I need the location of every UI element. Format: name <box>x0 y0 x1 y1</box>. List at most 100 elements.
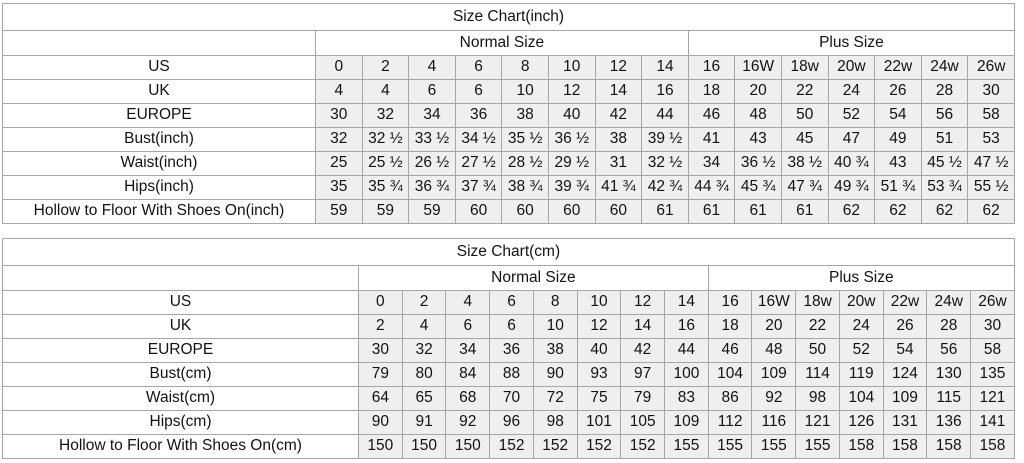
data-cell: 152 <box>620 434 666 459</box>
table-row: Hollow to Floor With Shoes On(cm) 150 150 1… <box>2 434 1015 459</box>
data-cell: 109 <box>664 410 709 435</box>
data-cell: 59 <box>408 199 456 224</box>
data-cell: 46 <box>687 103 736 128</box>
data-cell: 47 <box>827 127 876 152</box>
data-cell: 16 <box>664 314 709 339</box>
data-cell: 58 <box>967 103 1016 128</box>
data-cell: 97 <box>620 362 666 387</box>
group-header-row: Normal Size Plus Size <box>2 265 1015 291</box>
row-label: UK <box>2 314 359 339</box>
table-row: US 0 2 4 6 8 10 12 14 16 16W 18w 20w 22w 24w 26w <box>2 290 1015 315</box>
data-cell: 6 <box>489 290 534 315</box>
data-cell: 22 <box>780 79 829 104</box>
data-cell: 52 <box>827 103 876 128</box>
data-cell: 22 <box>795 314 840 339</box>
row-label: Waist(inch) <box>2 151 316 176</box>
data-cell: 60 <box>547 199 596 224</box>
inch-table-body: Size Chart(inch) Normal Size Plus Size US 0 2… <box>1 3 1016 224</box>
table-row: Bust(inch) 32 32 ½ 33 ½ 34 ½ 35 ½ 36 ½ 38 39 ½ 41… <box>2 127 1016 152</box>
data-cell: 36 ¾ <box>408 175 456 200</box>
data-cell: 30 <box>358 338 403 363</box>
data-cell: 16 <box>687 55 736 80</box>
data-cell: 124 <box>882 362 928 387</box>
data-cell: 12 <box>547 79 596 104</box>
data-cell: 0 <box>358 290 403 315</box>
data-cell: 34 <box>408 103 456 128</box>
data-cell: 26 <box>882 314 928 339</box>
data-cell: 59 <box>315 199 363 224</box>
data-cell: 56 <box>926 338 972 363</box>
cm-table-body: Size Chart(cm) Normal Size Plus Size US 0 2 4 6… <box>2 238 1015 459</box>
row-label: US <box>2 55 316 80</box>
data-cell: 130 <box>926 362 972 387</box>
data-cell: 90 <box>358 410 403 435</box>
data-cell: 24 <box>838 314 884 339</box>
data-cell: 91 <box>401 410 447 435</box>
data-cell: 31 <box>594 151 643 176</box>
data-cell: 29 ½ <box>547 151 596 176</box>
data-cell: 12 <box>620 290 666 315</box>
data-cell: 61 <box>734 199 782 224</box>
data-cell: 33 ½ <box>408 127 456 152</box>
size-chart-cm-table: Size Chart(cm) Normal Size Plus Size US 0 2 4 6… <box>2 238 1015 459</box>
data-cell: 60 <box>594 199 643 224</box>
data-cell: 16 <box>641 79 689 104</box>
data-cell: 50 <box>780 103 829 128</box>
data-cell: 45 ½ <box>920 151 969 176</box>
data-cell: 45 <box>780 127 829 152</box>
title-row: Size Chart(cm) <box>2 238 1015 266</box>
data-cell: 43 <box>734 127 782 152</box>
data-cell: 115 <box>926 386 972 411</box>
data-cell: 20 <box>751 314 797 339</box>
data-cell: 25 ½ <box>361 151 410 176</box>
data-cell: 131 <box>882 410 928 435</box>
data-cell: 64 <box>358 386 403 411</box>
data-cell: 53 ¾ <box>920 175 969 200</box>
data-cell: 35 <box>315 175 363 200</box>
data-cell: 14 <box>594 79 643 104</box>
group-header-normal-size: Normal Size <box>358 265 709 291</box>
data-cell: 16W <box>734 55 782 80</box>
data-cell: 34 <box>445 338 491 363</box>
table-row: Hollow to Floor With Shoes On(inch) 59 59 5… <box>2 199 1016 224</box>
data-cell: 98 <box>795 386 840 411</box>
data-cell: 112 <box>707 410 753 435</box>
data-cell: 75 <box>576 386 622 411</box>
data-cell: 10 <box>501 79 549 104</box>
table-row: Waist(cm) 64 65 68 70 72 75 79 83 86 92 98 104 109 115… <box>2 386 1015 411</box>
data-cell: 25 <box>315 151 363 176</box>
data-cell: 53 <box>967 127 1016 152</box>
data-cell: 26w <box>967 55 1016 80</box>
data-cell: 152 <box>532 434 578 459</box>
data-cell: 32 <box>401 338 447 363</box>
data-cell: 6 <box>454 79 503 104</box>
data-cell: 62 <box>967 199 1016 224</box>
data-cell: 92 <box>445 410 491 435</box>
data-cell: 10 <box>532 314 578 339</box>
data-cell: 12 <box>594 55 643 80</box>
data-cell: 47 ½ <box>967 151 1016 176</box>
data-cell: 155 <box>664 434 709 459</box>
data-cell: 35 ½ <box>501 127 549 152</box>
data-cell: 28 ½ <box>501 151 549 176</box>
data-cell: 8 <box>532 290 578 315</box>
data-cell: 37 ¾ <box>454 175 503 200</box>
data-cell: 38 <box>532 338 578 363</box>
data-cell: 65 <box>401 386 447 411</box>
data-cell: 24w <box>920 55 969 80</box>
data-cell: 4 <box>401 314 447 339</box>
title-row: Size Chart(inch) <box>1 3 1016 31</box>
data-cell: 121 <box>795 410 840 435</box>
data-cell: 41 <box>687 127 736 152</box>
data-cell: 10 <box>547 55 596 80</box>
group-header-plus-size: Plus Size <box>687 30 1016 56</box>
data-cell: 42 <box>594 103 643 128</box>
data-cell: 20w <box>838 290 884 315</box>
data-cell: 22w <box>882 290 928 315</box>
data-cell: 158 <box>970 434 1015 459</box>
chart-title: Size Chart(inch) <box>1 3 1016 31</box>
data-cell: 96 <box>489 410 534 435</box>
data-cell: 4 <box>315 79 363 104</box>
row-label: Hollow to Floor With Shoes On(inch) <box>2 199 316 224</box>
